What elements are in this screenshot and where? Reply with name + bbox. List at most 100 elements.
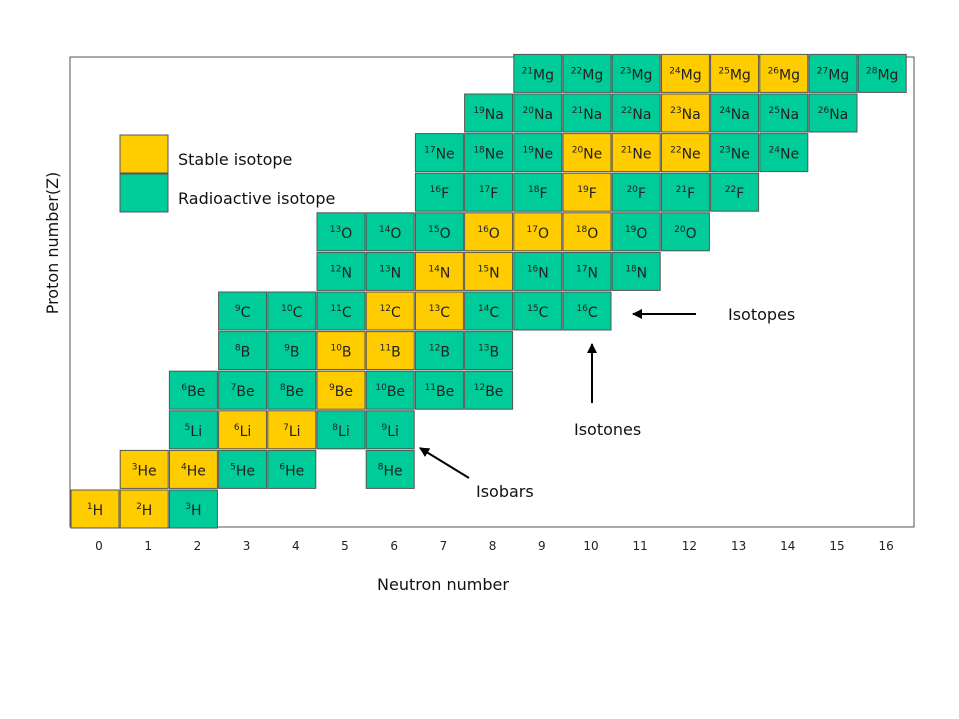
nuclide-1h: 1H xyxy=(70,489,120,529)
nuclide-label: 17O xyxy=(527,225,549,242)
nuclide-label: 20Na xyxy=(523,106,554,123)
nuclide-cell xyxy=(414,370,464,410)
nuclide-label: 24Ne xyxy=(769,146,800,163)
nuclide-cell xyxy=(316,212,366,252)
nuclide-17f: 17F xyxy=(464,172,514,212)
nuclide-13c: 13C xyxy=(414,291,464,331)
annotation-isotopes: Isotopes xyxy=(632,305,795,324)
nuclide-cell xyxy=(414,212,464,252)
nuclide-3h: 3H xyxy=(168,489,218,529)
nuclide-cell xyxy=(316,410,366,450)
nuclide-8he: 8He xyxy=(365,449,415,489)
nuclide-17o: 17O xyxy=(513,212,563,252)
nuclide-label: 15O xyxy=(428,225,450,242)
nuclide-3he: 3He xyxy=(119,449,169,489)
nuclide-16o: 16O xyxy=(464,212,514,252)
nuclide-12b: 12B xyxy=(414,331,464,371)
nuclide-cell xyxy=(562,53,612,93)
nuclide-24mg: 24Mg xyxy=(660,53,710,93)
nuclide-5he: 5He xyxy=(218,449,268,489)
nuclide-7be: 7Be xyxy=(218,370,268,410)
nuclide-cell xyxy=(660,53,710,93)
isobars-arrow xyxy=(419,447,470,479)
nuclide-cell xyxy=(513,53,563,93)
x-tick-label: 0 xyxy=(95,539,103,553)
nuclide-cell xyxy=(464,172,514,212)
nuclide-16c: 16C xyxy=(562,291,612,331)
nuclide-cell xyxy=(660,133,710,173)
nuclide-6be: 6Be xyxy=(168,370,218,410)
nuclide-10be: 10Be xyxy=(365,370,415,410)
legend-swatch-stable xyxy=(119,134,169,174)
nuclide-label: 6Li xyxy=(234,423,251,440)
nuclide-cell xyxy=(267,291,317,331)
nuclide-6li: 6Li xyxy=(218,410,268,450)
nuclide-8b: 8B xyxy=(218,331,268,371)
nuclide-label: 22Mg xyxy=(571,66,603,83)
nuclide-label: 7Li xyxy=(283,423,300,440)
nuclide-cell xyxy=(808,93,858,133)
nuclide-6he: 6He xyxy=(267,449,317,489)
legend-label-stable: Stable isotope xyxy=(178,150,292,169)
nuclide-21mg: 21Mg xyxy=(513,53,563,93)
nuclide-label: 24Na xyxy=(719,106,750,123)
nuclide-label: 17N xyxy=(576,264,598,281)
nuclide-label: 21Mg xyxy=(522,66,554,83)
nuclide-label: 12B xyxy=(429,344,450,361)
nuclide-cell xyxy=(513,212,563,252)
nuclide-cell xyxy=(464,291,514,331)
y-axis-label: Proton number(Z) xyxy=(43,172,62,315)
nuclide-cell xyxy=(660,172,710,212)
nuclide-label: 8He xyxy=(378,462,403,479)
nuclide-9li: 9Li xyxy=(365,410,415,450)
nuclide-cell xyxy=(365,410,415,450)
nuclide-23mg: 23Mg xyxy=(611,53,661,93)
nuclide-cell xyxy=(562,172,612,212)
nuclide-12c: 12C xyxy=(365,291,415,331)
nuclide-24ne: 24Ne xyxy=(759,133,809,173)
nuclide-cell xyxy=(316,331,366,371)
nuclide-cells: 1H 2H 3H 3He 4He 5He 6He 8He 5Li 6Li 7Li 8Li 9Li 6Be 7… xyxy=(70,53,907,529)
nuclide-cell xyxy=(464,93,514,133)
nuclide-cell xyxy=(414,172,464,212)
nuclide-cell xyxy=(218,331,268,371)
nuclide-cell xyxy=(414,331,464,371)
x-tick-label: 3 xyxy=(243,539,251,553)
nuclide-label: 22Na xyxy=(621,106,652,123)
nuclide-label: 14O xyxy=(379,225,401,242)
nuclide-cell xyxy=(365,212,415,252)
nuclide-cell xyxy=(464,212,514,252)
nuclide-21ne: 21Ne xyxy=(611,133,661,173)
nuclide-cell xyxy=(119,489,169,529)
nuclide-18f: 18F xyxy=(513,172,563,212)
x-tick-label: 13 xyxy=(731,539,746,553)
nuclide-label: 18N xyxy=(625,264,647,281)
nuclide-cell xyxy=(464,331,514,371)
nuclide-cell xyxy=(611,212,661,252)
nuclide-label: 17F xyxy=(479,185,499,202)
nuclide-cell xyxy=(267,449,317,489)
nuclide-cell xyxy=(218,410,268,450)
nuclide-17ne: 17Ne xyxy=(414,133,464,173)
nuclide-label: 25Mg xyxy=(718,66,750,83)
nuclide-9be: 9Be xyxy=(316,370,366,410)
nuclide-cell xyxy=(857,53,907,93)
nuclide-20na: 20Na xyxy=(513,93,563,133)
legend-swatch-radioactive xyxy=(119,173,169,213)
x-tick-label: 16 xyxy=(879,539,894,553)
nuclide-label: 17Ne xyxy=(424,146,455,163)
nuclide-cell xyxy=(513,93,563,133)
nuclide-7li: 7Li xyxy=(267,410,317,450)
nuclide-label: 8B xyxy=(235,344,250,361)
isotones-label: Isotones xyxy=(574,420,641,439)
nuclide-label: 28Mg xyxy=(866,66,898,83)
nuclide-cell xyxy=(611,53,661,93)
nuclide-12n: 12N xyxy=(316,251,366,291)
nuclide-label: 21F xyxy=(676,185,696,202)
nuclide-cell xyxy=(464,133,514,173)
nuclide-label: 23Mg xyxy=(620,66,652,83)
nuclide-cell xyxy=(513,291,563,331)
nuclide-4he: 4He xyxy=(168,449,218,489)
nuclide-cell xyxy=(365,251,415,291)
